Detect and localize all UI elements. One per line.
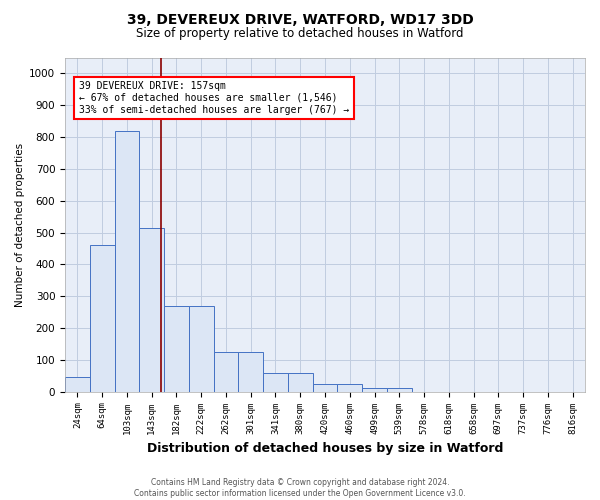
Bar: [238, 352, 263, 392]
Bar: [115, 130, 139, 392]
Bar: [288, 372, 313, 392]
Bar: [313, 384, 337, 392]
X-axis label: Distribution of detached houses by size in Watford: Distribution of detached houses by size …: [147, 442, 503, 455]
Bar: [214, 352, 238, 392]
Bar: [337, 384, 362, 392]
Text: Size of property relative to detached houses in Watford: Size of property relative to detached ho…: [136, 28, 464, 40]
Bar: [362, 388, 387, 392]
Bar: [65, 377, 90, 392]
Y-axis label: Number of detached properties: Number of detached properties: [15, 142, 25, 306]
Text: 39, DEVEREUX DRIVE, WATFORD, WD17 3DD: 39, DEVEREUX DRIVE, WATFORD, WD17 3DD: [127, 12, 473, 26]
Bar: [189, 306, 214, 392]
Bar: [263, 372, 288, 392]
Text: 39 DEVEREUX DRIVE: 157sqm
← 67% of detached houses are smaller (1,546)
33% of se: 39 DEVEREUX DRIVE: 157sqm ← 67% of detac…: [79, 82, 349, 114]
Text: Contains HM Land Registry data © Crown copyright and database right 2024.
Contai: Contains HM Land Registry data © Crown c…: [134, 478, 466, 498]
Bar: [90, 246, 115, 392]
Bar: [387, 388, 412, 392]
Bar: [164, 306, 189, 392]
Bar: [139, 228, 164, 392]
